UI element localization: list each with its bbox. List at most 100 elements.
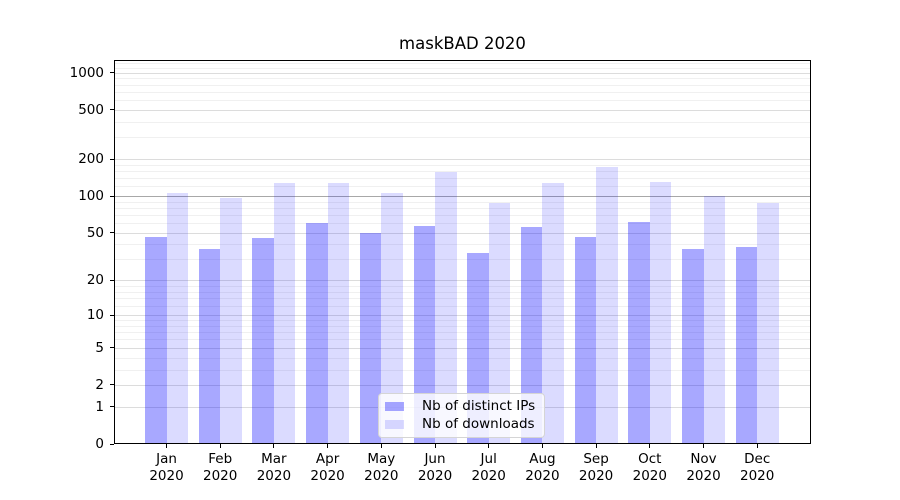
gridline-minor (114, 259, 811, 261)
x-tick-month: Apr (315, 451, 340, 467)
bar-ips-jan (145, 237, 167, 444)
gridline-minor (114, 320, 811, 322)
bar-downloads-apr (327, 182, 350, 444)
plot-area (114, 60, 811, 444)
x-tick-label: Feb 2020 (189, 451, 251, 485)
x-tick-mark (434, 444, 436, 448)
gridline-minor (114, 306, 811, 308)
x-tick-month: Jan (156, 451, 177, 467)
gridline-minor (114, 91, 811, 93)
x-tick-year: 2020 (417, 468, 453, 484)
gridline-major (114, 384, 811, 386)
x-tick-mark (219, 444, 221, 448)
bar-downloads-aug (542, 182, 564, 444)
y-tick-label: 200 (78, 151, 104, 168)
x-tick-mark (273, 444, 275, 448)
x-tick-mark (327, 444, 329, 448)
gridline-emphasis (114, 196, 811, 198)
gridline-minor (114, 223, 811, 225)
y-tick-mark (110, 232, 114, 234)
legend-label-downloads: Nb of downloads (422, 416, 535, 433)
gridline-minor (114, 170, 811, 172)
y-tick-label: 50 (86, 224, 104, 241)
legend-label-distinct-ips: Nb of distinct IPs (422, 397, 536, 414)
gridline-minor (114, 164, 811, 166)
y-tick-mark (110, 443, 114, 445)
x-tick-mark (756, 444, 758, 448)
legend: Nb of distinct IPs Nb of downloads (378, 393, 545, 438)
y-tick-mark (110, 347, 114, 349)
gridline-minor (114, 137, 811, 139)
bar-ips-apr (306, 223, 328, 444)
gridline-minor (114, 285, 811, 287)
bar-ips-feb (198, 248, 221, 444)
x-tick-month: Jun (424, 451, 446, 467)
gridline-minor (114, 369, 811, 371)
gridline-minor (114, 332, 811, 334)
y-tick-label: 100 (78, 188, 104, 205)
x-tick-label: Jan 2020 (136, 451, 198, 485)
legend-item-distinct-ips: Nb of distinct IPs (385, 397, 536, 414)
gridline-minor (114, 186, 811, 188)
gridline-minor (114, 214, 811, 216)
x-tick-year: 2020 (149, 468, 184, 484)
bar-downloads-jan (166, 192, 188, 444)
gridline-minor (114, 291, 811, 293)
x-tick-mark (649, 444, 651, 448)
bar-ips-may (359, 232, 382, 444)
gridline-minor (114, 178, 811, 180)
x-tick-year: 2020 (686, 468, 721, 484)
gridline-minor (114, 100, 811, 102)
gridline-minor (114, 339, 811, 341)
gridline-minor (114, 325, 811, 327)
x-tick-year: 2020 (525, 468, 560, 484)
x-tick-year: 2020 (310, 468, 345, 484)
x-tick-mark (595, 444, 597, 448)
bar-ips-jun (413, 225, 435, 444)
bar-ips-aug (520, 226, 543, 444)
x-tick-year: 2020 (632, 468, 667, 484)
y-tick-mark (110, 384, 114, 386)
x-tick-mark (166, 444, 167, 448)
legend-swatch-distinct-ips (385, 401, 404, 411)
x-tick-mark (380, 444, 382, 448)
y-tick-label: 2 (95, 376, 104, 393)
gridline-major (114, 280, 811, 282)
x-tick-label: Mar 2020 (243, 451, 305, 485)
bar-downloads-dec (757, 202, 779, 444)
y-tick-label: 10 (86, 307, 104, 324)
bar-downloads-oct (649, 182, 672, 444)
bar-downloads-jun (435, 171, 457, 444)
gridline-minor (114, 78, 811, 80)
y-tick-mark (110, 158, 114, 160)
y-tick-mark (110, 195, 114, 197)
bar-downloads-mar (273, 182, 296, 444)
x-tick-month: Nov (690, 451, 717, 467)
x-tick-label: Dec 2020 (726, 451, 788, 485)
gridline-major (114, 315, 811, 317)
x-tick-month: Sep (583, 451, 609, 467)
gridline-minor (114, 121, 811, 123)
x-tick-mark (488, 444, 490, 448)
y-tick-label: 5 (95, 339, 104, 356)
y-tick-mark (110, 72, 114, 74)
x-tick-label: May 2020 (350, 451, 412, 485)
x-tick-year: 2020 (203, 468, 238, 484)
gridline-minor (114, 357, 811, 359)
gridline-minor (114, 63, 811, 64)
x-tick-month: Aug (529, 451, 556, 467)
x-tick-year: 2020 (740, 468, 775, 484)
x-tick-label: Jun 2020 (404, 451, 466, 485)
y-tick-label: 1 (95, 398, 104, 415)
gridline-major (114, 72, 811, 74)
bar-ips-dec (735, 247, 758, 444)
bar-ips-sep (574, 237, 597, 444)
gridline-minor (114, 201, 811, 203)
x-tick-mark (703, 444, 704, 448)
x-tick-month: Mar (261, 451, 287, 467)
gridline-major (114, 232, 811, 234)
x-tick-month: May (367, 451, 396, 467)
y-tick-mark (110, 314, 114, 316)
bar-ips-nov (682, 248, 704, 444)
